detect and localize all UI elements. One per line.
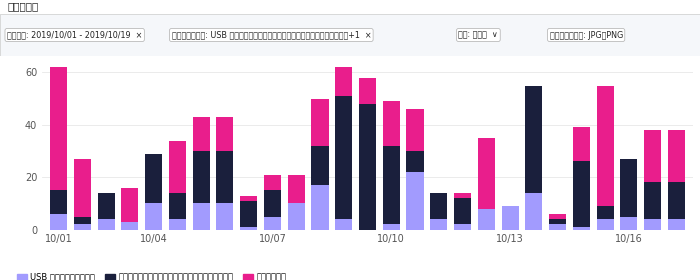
Bar — [169, 219, 186, 230]
Bar — [454, 198, 471, 224]
Bar — [216, 203, 234, 230]
Bar — [407, 151, 424, 172]
Bar — [216, 117, 234, 151]
Legend: USB にコピーされました, サードパーティのクラウドにアップロードしました, 外部共有済み: USB にコピーされました, サードパーティのクラウドにアップロードしました, … — [13, 269, 290, 280]
Bar — [407, 172, 424, 230]
Bar — [454, 224, 471, 230]
Bar — [240, 227, 258, 230]
Bar — [240, 195, 258, 201]
Bar — [573, 227, 590, 230]
Bar — [668, 219, 685, 230]
Bar — [573, 127, 590, 162]
Bar — [383, 101, 400, 146]
Bar — [620, 159, 638, 216]
Bar — [644, 183, 661, 219]
Bar — [335, 67, 352, 96]
Bar — [335, 96, 352, 219]
Bar — [240, 201, 258, 227]
Bar — [454, 193, 471, 198]
Text: 日付範囲: 2019/10/01 - 2019/10/19  ×: 日付範囲: 2019/10/01 - 2019/10/19 × — [7, 31, 142, 39]
Text: アクティビティ: USB にコピー、サードパーティのクラウドにアップロード、+1  ×: アクティビティ: USB にコピー、サードパーティのクラウドにアップロード、+1… — [172, 31, 371, 39]
Bar — [430, 219, 447, 230]
Bar — [50, 214, 67, 230]
Bar — [264, 175, 281, 190]
Bar — [644, 219, 661, 230]
Bar — [312, 146, 328, 185]
Bar — [97, 193, 115, 219]
Bar — [121, 188, 139, 222]
Bar — [193, 203, 210, 230]
Bar — [50, 65, 67, 190]
Bar — [596, 206, 614, 219]
Bar — [359, 78, 376, 104]
Bar — [312, 185, 328, 230]
Bar — [193, 151, 210, 203]
Bar — [312, 99, 328, 146]
Bar — [525, 193, 542, 230]
Bar — [97, 219, 115, 230]
Bar — [74, 159, 91, 216]
Text: ファイルの種類: JPG、PNG: ファイルの種類: JPG、PNG — [550, 31, 623, 39]
Bar — [501, 206, 519, 230]
Bar — [74, 224, 91, 230]
Bar — [549, 214, 566, 219]
Bar — [668, 130, 685, 183]
Bar — [335, 219, 352, 230]
Bar — [288, 203, 304, 230]
Bar — [477, 209, 495, 230]
Bar — [549, 219, 566, 224]
Bar — [145, 203, 162, 230]
Bar — [573, 162, 590, 227]
Text: フィルター: フィルター — [7, 1, 38, 11]
Bar — [430, 193, 447, 219]
Bar — [264, 190, 281, 216]
Bar — [288, 175, 304, 203]
Bar — [383, 146, 400, 224]
Bar — [549, 224, 566, 230]
Bar — [620, 216, 638, 230]
Bar — [193, 117, 210, 151]
Bar — [596, 85, 614, 206]
Bar — [359, 104, 376, 230]
Bar — [145, 154, 162, 203]
Text: 場所: すべて  ∨: 場所: すべて ∨ — [458, 31, 498, 39]
Bar — [525, 85, 542, 193]
Bar — [74, 216, 91, 224]
Bar — [644, 130, 661, 183]
Bar — [121, 222, 139, 230]
Bar — [668, 183, 685, 219]
Bar — [169, 141, 186, 193]
Bar — [216, 151, 234, 203]
Bar — [50, 190, 67, 214]
Bar — [169, 193, 186, 219]
Bar — [383, 224, 400, 230]
Bar — [477, 138, 495, 209]
Bar — [264, 216, 281, 230]
Bar — [596, 219, 614, 230]
Bar — [407, 109, 424, 151]
